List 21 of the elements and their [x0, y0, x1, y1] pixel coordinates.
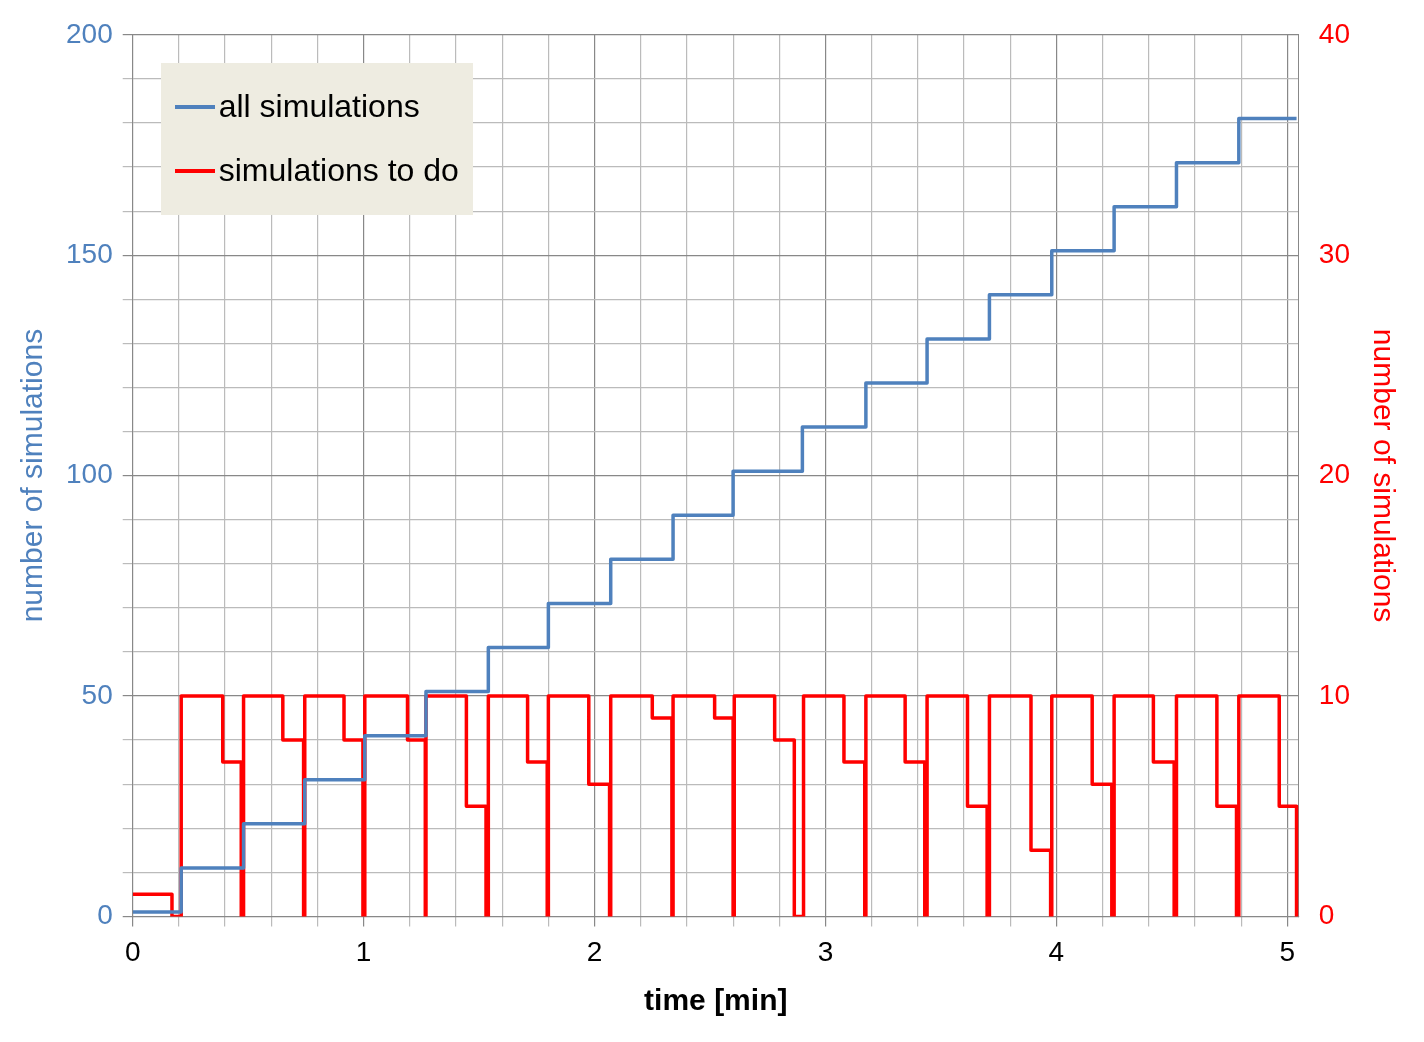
y-axis-title: number of simulations [15, 328, 49, 623]
legend-label: simulations to do [218, 152, 459, 190]
y2-tick-label: 40 [1318, 17, 1351, 49]
x-axis-title: time [min] [644, 983, 788, 1017]
y-tick-label: 50 [81, 678, 113, 710]
y2-tick-label: 10 [1318, 678, 1351, 710]
y-tick-label: 100 [66, 458, 113, 490]
x-tick-label: 4 [1048, 935, 1065, 967]
x-tick-label: 2 [586, 935, 603, 967]
y2-tick-label: 0 [1318, 899, 1335, 931]
x-tick-label: 1 [355, 935, 372, 967]
y-tick-label: 0 [97, 899, 113, 931]
y2-tick-label: 20 [1318, 458, 1351, 490]
x-tick-label: 0 [124, 935, 141, 967]
y2-axis-title: number of simulations [1367, 328, 1401, 623]
y-tick-label: 150 [66, 237, 113, 269]
legend-label: all simulations [218, 88, 420, 126]
x-tick-label: 5 [1279, 935, 1296, 967]
y2-tick-label: 30 [1318, 237, 1351, 269]
y-tick-label: 200 [66, 17, 113, 49]
x-tick-label: 3 [817, 935, 834, 967]
